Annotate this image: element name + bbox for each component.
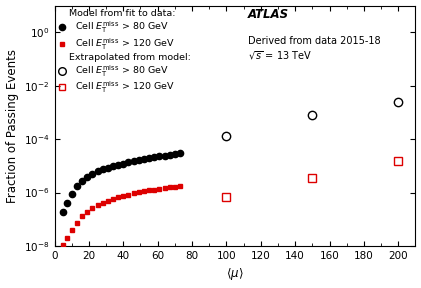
Y-axis label: Fraction of Passing Events: Fraction of Passing Events [5, 49, 19, 203]
Legend: Model from fit to data:,   Cell $E_{\mathrm{T}}^{\mathrm{miss}}$ > 80 GeV,   Cel: Model from fit to data:, Cell $E_{\mathr… [56, 7, 192, 97]
Text: Derived from data 2015-18
$\sqrt{s}$ = 13 TeV: Derived from data 2015-18 $\sqrt{s}$ = 1… [248, 36, 380, 62]
Text: ATLAS: ATLAS [248, 8, 289, 21]
X-axis label: $\langle\mu\rangle$: $\langle\mu\rangle$ [226, 266, 244, 283]
